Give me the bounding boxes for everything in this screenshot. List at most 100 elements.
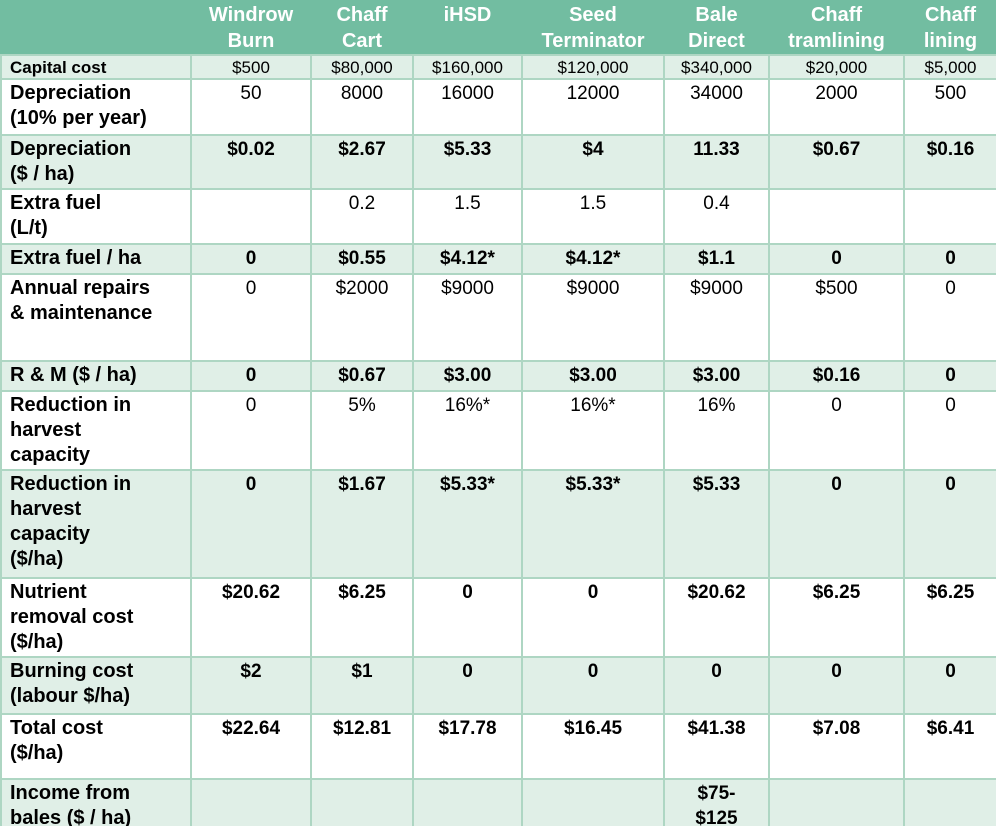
- cell: 0: [903, 390, 996, 471]
- table-row-r-m-ha: R & M ($ / ha) 0 $0.67 $3.00 $3.00 $3.00 $0.16…: [0, 360, 996, 392]
- cell: $20.62: [190, 577, 312, 658]
- row-label: Burning cost (labour $/ha): [0, 656, 192, 715]
- row-label: R & M ($ / ha): [0, 360, 192, 392]
- cell: $500: [190, 54, 312, 80]
- table-row-reduction-in-harvest-capacity: Reduction in harvest capacity 0 5% 16%* 16%*…: [0, 390, 996, 471]
- cell: $75- $125: [663, 778, 770, 826]
- row-label: Capital cost: [0, 54, 192, 80]
- cell: [412, 778, 523, 826]
- row-label: Extra fuel (L/t): [0, 188, 192, 245]
- cell: $17.78: [412, 713, 523, 780]
- cell: 1.5: [521, 188, 665, 245]
- cell: $4.12*: [521, 243, 665, 275]
- cell: $160,000: [412, 54, 523, 80]
- table-row-annual-repairs-maintenance: Annual repairs & maintenance 0 $2000 $9000 $…: [0, 273, 996, 362]
- column-header-chaff-lining: Chaff lining: [903, 0, 996, 56]
- column-header-windrow-burn: Windrow Burn: [190, 0, 312, 56]
- cell: $2000: [310, 273, 414, 362]
- cell: $0.16: [903, 134, 996, 190]
- cell: 0: [768, 656, 905, 715]
- cell: 0: [521, 656, 665, 715]
- cell: 2000: [768, 78, 905, 136]
- cell: 0: [903, 360, 996, 392]
- cell: $22.64: [190, 713, 312, 780]
- cell: 34000: [663, 78, 770, 136]
- cell: $7.08: [768, 713, 905, 780]
- cell: 0: [190, 243, 312, 275]
- cell: 500: [903, 78, 996, 136]
- cell: $5.33*: [412, 469, 523, 579]
- cell: $0.67: [768, 134, 905, 190]
- row-label: Income from bales ($ / ha): [0, 778, 192, 826]
- row-label: Depreciation (10% per year): [0, 78, 192, 136]
- cell: $1: [310, 656, 414, 715]
- header-row: Windrow Burn Chaff Cart iHSD Seed Terminato…: [0, 0, 996, 56]
- table-row-total-cost-ha: Total cost ($/ha) $22.64 $12.81 $17.78 $16.4…: [0, 713, 996, 780]
- column-header-chaff-cart: Chaff Cart: [310, 0, 414, 56]
- cell: 0: [190, 390, 312, 471]
- cell: $6.25: [903, 577, 996, 658]
- cell: $6.41: [903, 713, 996, 780]
- corner-header-cell: [0, 0, 192, 56]
- cell: $5,000: [903, 54, 996, 80]
- table-row-depreciation-ha: Depreciation ($ / ha) $0.02 $2.67 $5.33 $4 11…: [0, 134, 996, 190]
- cell: [190, 778, 312, 826]
- cell: 50: [190, 78, 312, 136]
- column-header-seed-terminator: Seed Terminator: [521, 0, 665, 56]
- cell: 0: [768, 469, 905, 579]
- table-header: Windrow Burn Chaff Cart iHSD Seed Terminato…: [0, 0, 996, 56]
- cell: $1.67: [310, 469, 414, 579]
- cell: 12000: [521, 78, 665, 136]
- cell: 0: [190, 273, 312, 362]
- cell: 16000: [412, 78, 523, 136]
- row-label: Reduction in harvest capacity ($/ha): [0, 469, 192, 579]
- cell: $340,000: [663, 54, 770, 80]
- cell: $3.00: [663, 360, 770, 392]
- cell: 0: [663, 656, 770, 715]
- cell: 0: [903, 243, 996, 275]
- cell: 0: [190, 469, 312, 579]
- cell: [903, 778, 996, 826]
- cell: $0.55: [310, 243, 414, 275]
- cell: 8000: [310, 78, 414, 136]
- cell: $9000: [412, 273, 523, 362]
- cell: 0: [768, 243, 905, 275]
- cell: 0: [412, 656, 523, 715]
- table-row-extra-fuel-l-t: Extra fuel (L/t) 0.2 1.5 1.5 0.4: [0, 188, 996, 245]
- cell: $1.1: [663, 243, 770, 275]
- cell: 16%*: [521, 390, 665, 471]
- cell: 0: [903, 656, 996, 715]
- column-header-chaff-tramlining: Chaff tramlining: [768, 0, 905, 56]
- cell: $5.33: [663, 469, 770, 579]
- cell: 16%: [663, 390, 770, 471]
- cell: [903, 188, 996, 245]
- row-label: Reduction in harvest capacity: [0, 390, 192, 471]
- cell: $0.02: [190, 134, 312, 190]
- cell: [768, 778, 905, 826]
- cell: $6.25: [310, 577, 414, 658]
- cell: 0: [903, 273, 996, 362]
- cell: 0.2: [310, 188, 414, 245]
- cell: $120,000: [521, 54, 665, 80]
- cell: 5%: [310, 390, 414, 471]
- cell: $20.62: [663, 577, 770, 658]
- cell: $12.81: [310, 713, 414, 780]
- row-label: Total cost ($/ha): [0, 713, 192, 780]
- table-row-capital-cost: Capital cost $500 $80,000 $160,000 $120,000 $…: [0, 54, 996, 80]
- cell: $0.67: [310, 360, 414, 392]
- cell: $2.67: [310, 134, 414, 190]
- cell: 0: [903, 469, 996, 579]
- cell: $4.12*: [412, 243, 523, 275]
- cell: [190, 188, 312, 245]
- row-label: Nutrient removal cost ($/ha): [0, 577, 192, 658]
- column-header-ihsd: iHSD: [412, 0, 523, 56]
- cell: $20,000: [768, 54, 905, 80]
- cell: 0.4: [663, 188, 770, 245]
- table-row-nutrient-removal-cost-ha: Nutrient removal cost ($/ha) $20.62 $6.25 0…: [0, 577, 996, 658]
- cell: $80,000: [310, 54, 414, 80]
- cell: [768, 188, 905, 245]
- column-header-bale-direct: Bale Direct: [663, 0, 770, 56]
- cell: 16%*: [412, 390, 523, 471]
- cell: 0: [521, 577, 665, 658]
